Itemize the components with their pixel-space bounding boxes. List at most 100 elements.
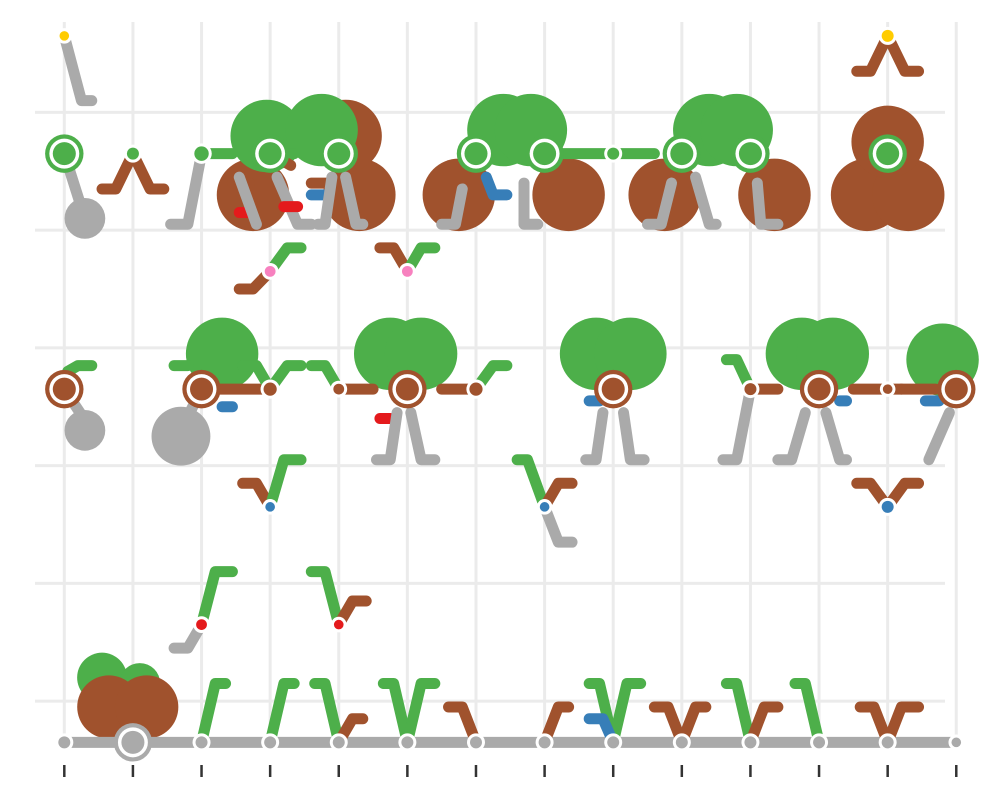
segment-2 — [882, 30, 925, 77]
segment-46 — [580, 407, 609, 466]
node-43 — [878, 733, 897, 752]
node-41 — [741, 733, 760, 752]
segment-38 — [305, 360, 345, 395]
node-4 — [191, 143, 212, 164]
segment-71 — [264, 677, 300, 748]
blob-30 — [114, 675, 179, 739]
node-5 — [250, 134, 290, 173]
node-18 — [330, 380, 348, 398]
blob-18 — [151, 406, 211, 466]
node-27 — [536, 499, 553, 515]
segment-28 — [374, 242, 413, 277]
segment-1 — [851, 30, 894, 77]
node-23 — [799, 369, 839, 409]
segment-86 — [854, 701, 894, 748]
blob-9 — [532, 158, 605, 232]
segment-5 — [127, 148, 170, 195]
node-35 — [329, 733, 348, 752]
segment-6 — [165, 148, 208, 230]
node-28 — [878, 497, 897, 516]
segment-70 — [196, 677, 232, 748]
node-21 — [594, 369, 633, 409]
segment-48 — [717, 383, 756, 466]
segment-13 — [271, 171, 317, 230]
segment-49 — [720, 354, 756, 395]
segment-25 — [751, 177, 784, 230]
segment-36 — [264, 360, 307, 395]
node-6 — [319, 134, 358, 173]
node-31 — [55, 733, 74, 752]
segment-82 — [676, 701, 712, 748]
segment-51 — [772, 407, 811, 466]
node-38 — [535, 733, 554, 752]
segment-41 — [370, 407, 403, 466]
node-29 — [193, 616, 210, 633]
node-32 — [113, 723, 153, 762]
segment-61 — [539, 477, 578, 513]
segment-layer — [58, 30, 962, 748]
node-3 — [123, 144, 142, 163]
segment-20 — [480, 171, 513, 201]
node-36 — [398, 733, 417, 752]
segment-21 — [518, 177, 544, 230]
segment-87 — [882, 701, 925, 748]
segment-57 — [923, 407, 955, 466]
segment-67 — [305, 566, 345, 631]
segment-23 — [642, 177, 678, 230]
segment-44 — [470, 360, 513, 395]
node-layer — [45, 26, 976, 762]
segment-84 — [744, 701, 784, 748]
node-22 — [741, 380, 760, 399]
node-26 — [262, 499, 278, 515]
segment-60 — [511, 454, 551, 513]
segment-31 — [62, 360, 98, 377]
segment-72 — [309, 677, 345, 748]
segment-0 — [58, 30, 98, 107]
segment-73 — [333, 713, 369, 748]
segment-59 — [264, 454, 307, 513]
segment-77 — [539, 701, 575, 748]
segment-42 — [405, 407, 441, 466]
node-19 — [388, 369, 427, 409]
node-37 — [466, 733, 485, 752]
x-axis-ticks — [63, 765, 958, 777]
segment-68 — [333, 595, 372, 631]
node-8 — [525, 134, 564, 173]
segment-47 — [618, 407, 650, 466]
segment-17 — [312, 171, 338, 230]
segment-74 — [377, 677, 413, 748]
node-42 — [810, 733, 829, 752]
segment-81 — [648, 701, 688, 748]
segment-64 — [882, 477, 925, 513]
node-7 — [456, 134, 496, 173]
segment-4 — [96, 148, 139, 195]
segment-27 — [264, 242, 307, 277]
node-14 — [398, 262, 416, 280]
segment-29 — [401, 242, 441, 277]
node-16 — [182, 369, 221, 409]
node-34 — [261, 733, 280, 752]
node-17 — [260, 379, 280, 399]
segment-58 — [237, 477, 276, 513]
blob-17 — [64, 409, 106, 451]
node-9 — [604, 144, 623, 163]
segment-85 — [789, 677, 825, 748]
node-12 — [868, 134, 907, 173]
segment-63 — [851, 477, 894, 513]
segment-76 — [443, 701, 482, 748]
segment-52 — [820, 407, 852, 466]
node-13 — [261, 262, 279, 280]
node-44 — [948, 734, 965, 751]
node-25 — [937, 369, 976, 409]
node-39 — [604, 733, 623, 752]
segment-83 — [720, 677, 756, 748]
node-40 — [672, 733, 691, 752]
segment-66 — [196, 566, 238, 631]
segment-65 — [168, 619, 208, 654]
node-15 — [45, 369, 84, 409]
node-10 — [662, 134, 702, 173]
node-1 — [878, 26, 897, 45]
node-33 — [192, 733, 211, 752]
segment-24 — [690, 171, 722, 230]
